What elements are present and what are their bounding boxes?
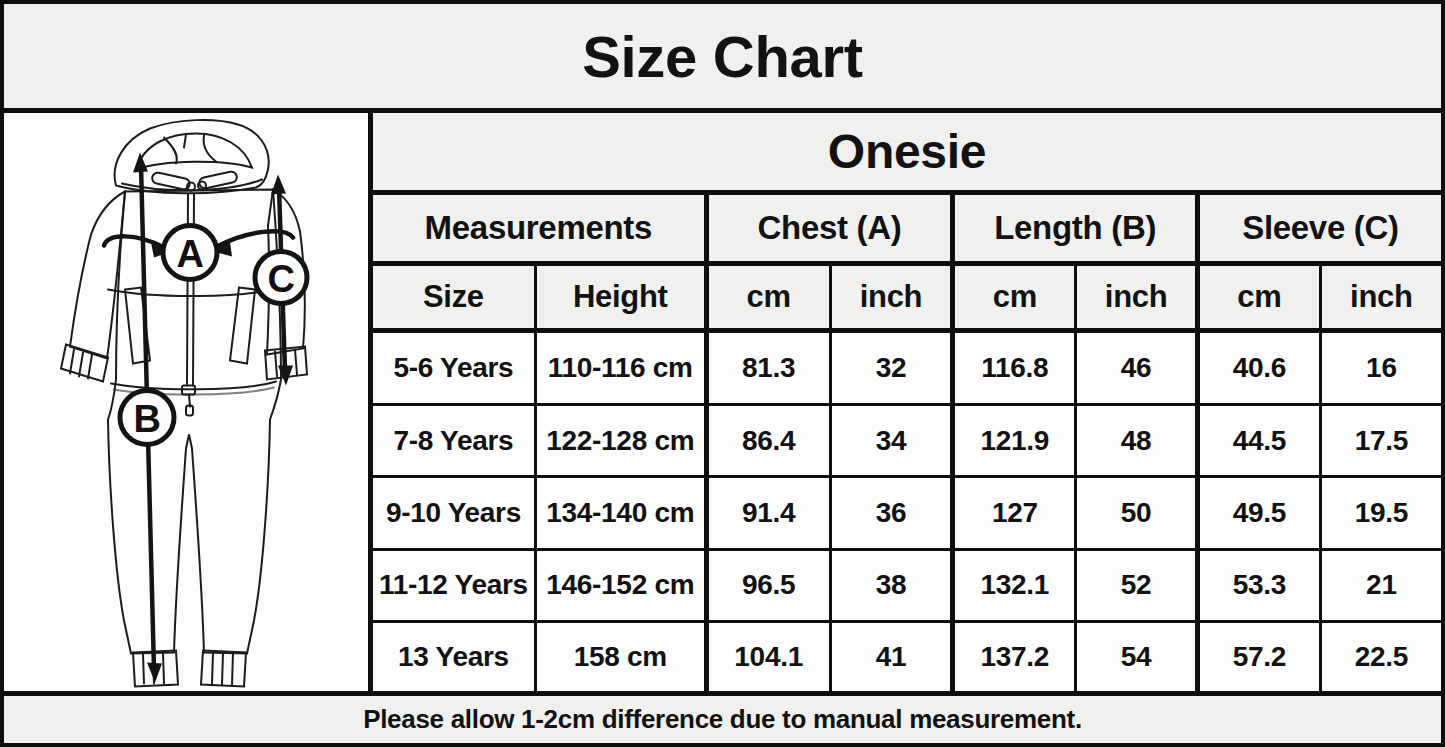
size-chart-page: Size Chart xyxy=(0,0,1445,747)
sub-header: inch xyxy=(830,263,953,330)
group-header: Length (B) xyxy=(953,192,1198,263)
onesie-sketch xyxy=(61,120,307,687)
value-cell: 46 xyxy=(1076,330,1198,404)
value-cell: 41 xyxy=(830,622,953,691)
value-cell: 54 xyxy=(1076,622,1198,691)
group-header: Chest (A) xyxy=(706,192,953,263)
value-cell: 86.4 xyxy=(706,404,830,476)
value-cell: 52 xyxy=(1076,549,1198,621)
table-row: 5-6 Years110-116 cm81.332116.84640.616 xyxy=(373,330,1441,404)
group-header: Sleeve (C) xyxy=(1197,192,1441,263)
chest-label-badge: A xyxy=(163,226,217,280)
size-cell: 7-8 Years xyxy=(373,404,535,476)
value-cell: 48 xyxy=(1076,404,1198,476)
table-row: 13 Years158 cm104.141137.25457.222.5 xyxy=(373,622,1441,691)
value-cell: 81.3 xyxy=(706,330,830,404)
figure-panel: A B C xyxy=(4,113,373,691)
value-cell: 132.1 xyxy=(953,549,1076,621)
value-cell: 53.3 xyxy=(1197,549,1320,621)
value-cell: 127 xyxy=(953,477,1076,549)
sub-header-row: SizeHeightcminchcminchcminch xyxy=(373,263,1441,330)
value-cell: 16 xyxy=(1320,330,1441,404)
sleeve-label-badge: C xyxy=(255,252,307,304)
length-label: B xyxy=(133,398,160,440)
value-cell: 146-152 cm xyxy=(535,549,706,621)
chest-label: A xyxy=(176,233,203,275)
hood xyxy=(115,120,269,193)
size-cell: 5-6 Years xyxy=(373,330,535,404)
value-cell: 44.5 xyxy=(1197,404,1320,476)
value-cell: 116.8 xyxy=(953,330,1076,404)
value-cell: 36 xyxy=(830,477,953,549)
product-row: Onesie xyxy=(373,113,1441,192)
sleeve-label: C xyxy=(267,258,294,300)
sub-header: Size xyxy=(373,263,535,330)
value-cell: 137.2 xyxy=(953,622,1076,691)
size-cell: 13 Years xyxy=(373,622,535,691)
value-cell: 121.9 xyxy=(953,404,1076,476)
sub-header: cm xyxy=(953,263,1076,330)
group-header: Measurements xyxy=(373,192,706,263)
value-cell: 21 xyxy=(1320,549,1441,621)
table-row: 11-12 Years146-152 cm96.538132.15253.321 xyxy=(373,549,1441,621)
size-cell: 9-10 Years xyxy=(373,477,535,549)
sub-header: inch xyxy=(1320,263,1441,330)
sub-header: Height xyxy=(535,263,706,330)
value-cell: 57.2 xyxy=(1197,622,1320,691)
value-cell: 91.4 xyxy=(706,477,830,549)
length-label-badge: B xyxy=(120,391,174,445)
wrist-cuffs xyxy=(61,345,307,382)
value-cell: 17.5 xyxy=(1320,404,1441,476)
value-cell: 34 xyxy=(830,404,953,476)
table-panel: Onesie MeasurementsChest (A)Length (B)Sl… xyxy=(373,113,1441,691)
value-cell: 32 xyxy=(830,330,953,404)
sub-header: inch xyxy=(1076,263,1198,330)
value-cell: 134-140 cm xyxy=(535,477,706,549)
value-cell: 110-116 cm xyxy=(535,330,706,404)
size-chart-table: Onesie MeasurementsChest (A)Length (B)Sl… xyxy=(373,113,1441,691)
value-cell: 50 xyxy=(1076,477,1198,549)
value-cell: 19.5 xyxy=(1320,477,1441,549)
value-cell: 38 xyxy=(830,549,953,621)
table-row: 7-8 Years122-128 cm86.434121.94844.517.5 xyxy=(373,404,1441,476)
sub-header: cm xyxy=(706,263,830,330)
value-cell: 122-128 cm xyxy=(535,404,706,476)
size-table-body: 5-6 Years110-116 cm81.332116.84640.6167-… xyxy=(373,330,1441,691)
value-cell: 104.1 xyxy=(706,622,830,691)
value-cell: 96.5 xyxy=(706,549,830,621)
page-title: Size Chart xyxy=(4,4,1441,113)
value-cell: 40.6 xyxy=(1197,330,1320,404)
onesie-illustration: A B C xyxy=(4,113,368,691)
product-name: Onesie xyxy=(373,113,1441,192)
value-cell: 49.5 xyxy=(1197,477,1320,549)
value-cell: 22.5 xyxy=(1320,622,1441,691)
table-row: 9-10 Years134-140 cm91.4361275049.519.5 xyxy=(373,477,1441,549)
value-cell: 158 cm xyxy=(535,622,706,691)
footer-note: Please allow 1-2cm difference due to man… xyxy=(4,691,1441,743)
size-cell: 11-12 Years xyxy=(373,549,535,621)
measurement-arrows: A B C xyxy=(104,153,307,683)
main-content: A B C xyxy=(4,113,1441,691)
sub-header: cm xyxy=(1197,263,1320,330)
group-header-row: MeasurementsChest (A)Length (B)Sleeve (C… xyxy=(373,192,1441,263)
